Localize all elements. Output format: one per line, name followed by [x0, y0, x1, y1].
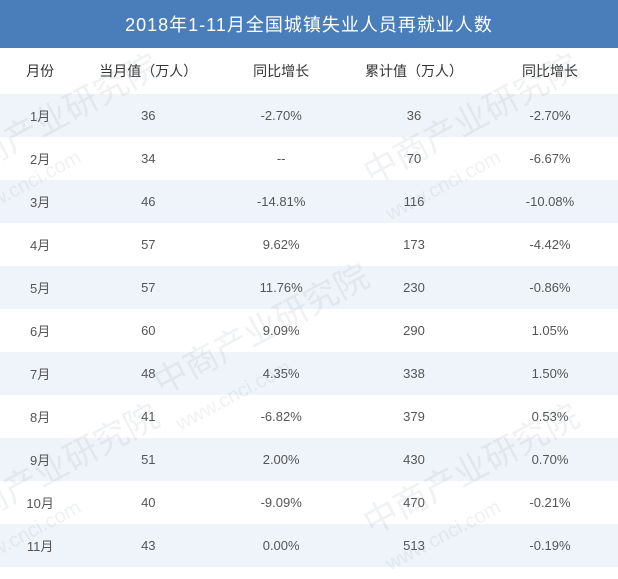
table-cell: 1.05% [482, 309, 618, 352]
table-cell: 0.53% [482, 395, 618, 438]
table-cell: 36 [346, 94, 482, 137]
table-row: 6月609.09%2901.05% [0, 309, 618, 352]
table-row: 10月40-9.09%470-0.21% [0, 481, 618, 524]
table-body: 1月36-2.70%36-2.70%2月34--70-6.67%3月46-14.… [0, 94, 618, 567]
col-header: 同比增长 [482, 48, 618, 94]
table-cell: 230 [346, 266, 482, 309]
table-cell: 2.00% [216, 438, 346, 481]
table-container: 2018年1-11月全国城镇失业人员再就业人数 月份 当月值（万人） 同比增长 … [0, 0, 618, 567]
table-cell: 0.70% [482, 438, 618, 481]
table-cell: 36 [80, 94, 216, 137]
table-cell: 9月 [0, 438, 80, 481]
table-cell: 1.50% [482, 352, 618, 395]
table-cell: 173 [346, 223, 482, 266]
data-table: 月份 当月值（万人） 同比增长 累计值（万人） 同比增长 1月36-2.70%3… [0, 48, 618, 567]
table-title: 2018年1-11月全国城镇失业人员再就业人数 [0, 0, 618, 48]
table-cell: 338 [346, 352, 482, 395]
table-cell: 513 [346, 524, 482, 567]
table-row: 5月5711.76%230-0.86% [0, 266, 618, 309]
table-cell: -6.67% [482, 137, 618, 180]
table-row: 3月46-14.81%116-10.08% [0, 180, 618, 223]
table-cell: 57 [80, 266, 216, 309]
table-cell: 9.09% [216, 309, 346, 352]
table-cell: 48 [80, 352, 216, 395]
table-cell: 60 [80, 309, 216, 352]
table-cell: -0.19% [482, 524, 618, 567]
table-cell: 7月 [0, 352, 80, 395]
table-cell: 34 [80, 137, 216, 180]
table-row: 8月41-6.82%3790.53% [0, 395, 618, 438]
table-cell: 11月 [0, 524, 80, 567]
table-row: 7月484.35%3381.50% [0, 352, 618, 395]
table-row: 4月579.62%173-4.42% [0, 223, 618, 266]
table-cell: 4.35% [216, 352, 346, 395]
table-cell: 46 [80, 180, 216, 223]
table-cell: 11.76% [216, 266, 346, 309]
col-header: 当月值（万人） [80, 48, 216, 94]
col-header: 累计值（万人） [346, 48, 482, 94]
table-cell: -- [216, 137, 346, 180]
table-cell: -10.08% [482, 180, 618, 223]
col-header: 同比增长 [216, 48, 346, 94]
table-row: 9月512.00%4300.70% [0, 438, 618, 481]
table-row: 2月34--70-6.67% [0, 137, 618, 180]
table-cell: -6.82% [216, 395, 346, 438]
table-cell: 3月 [0, 180, 80, 223]
table-cell: -4.42% [482, 223, 618, 266]
table-cell: -0.86% [482, 266, 618, 309]
col-header: 月份 [0, 48, 80, 94]
table-cell: 57 [80, 223, 216, 266]
table-cell: 10月 [0, 481, 80, 524]
table-cell: -0.21% [482, 481, 618, 524]
table-cell: 8月 [0, 395, 80, 438]
table-cell: 51 [80, 438, 216, 481]
table-cell: 70 [346, 137, 482, 180]
table-cell: 1月 [0, 94, 80, 137]
table-cell: 2月 [0, 137, 80, 180]
table-cell: 290 [346, 309, 482, 352]
table-cell: 6月 [0, 309, 80, 352]
table-cell: -2.70% [216, 94, 346, 137]
table-cell: 40 [80, 481, 216, 524]
table-cell: 116 [346, 180, 482, 223]
table-cell: 470 [346, 481, 482, 524]
table-row: 11月430.00%513-0.19% [0, 524, 618, 567]
table-cell: 379 [346, 395, 482, 438]
table-cell: 4月 [0, 223, 80, 266]
table-cell: -2.70% [482, 94, 618, 137]
table-cell: 41 [80, 395, 216, 438]
table-cell: -9.09% [216, 481, 346, 524]
table-cell: 9.62% [216, 223, 346, 266]
table-cell: 430 [346, 438, 482, 481]
table-cell: 43 [80, 524, 216, 567]
table-cell: -14.81% [216, 180, 346, 223]
table-row: 1月36-2.70%36-2.70% [0, 94, 618, 137]
table-cell: 0.00% [216, 524, 346, 567]
table-head: 月份 当月值（万人） 同比增长 累计值（万人） 同比增长 [0, 48, 618, 94]
table-cell: 5月 [0, 266, 80, 309]
